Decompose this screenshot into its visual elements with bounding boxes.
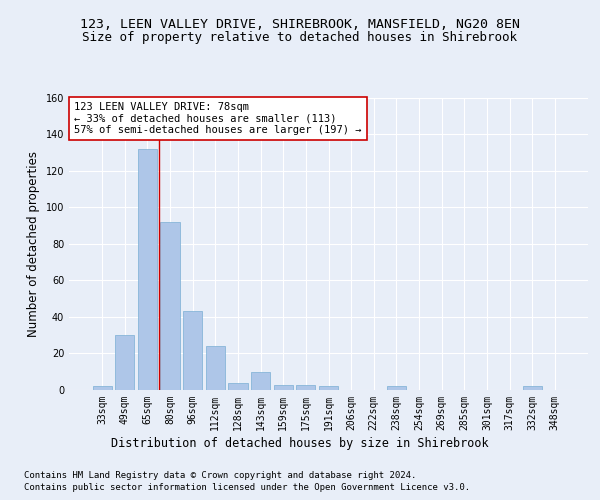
Bar (251, 372, 270, 390)
Text: Contains HM Land Registry data © Crown copyright and database right 2024.: Contains HM Land Registry data © Crown c… (24, 471, 416, 480)
Text: 123 LEEN VALLEY DRIVE: 78sqm
← 33% of detached houses are smaller (113)
57% of s: 123 LEEN VALLEY DRIVE: 78sqm ← 33% of de… (74, 102, 362, 135)
Bar (523, 386, 542, 390)
Bar (296, 384, 316, 390)
Bar (160, 222, 180, 390)
Bar (274, 384, 293, 390)
Bar (183, 312, 202, 390)
Bar (92, 386, 112, 390)
Bar (115, 335, 134, 390)
Bar (138, 148, 157, 390)
Text: Distribution of detached houses by size in Shirebrook: Distribution of detached houses by size … (111, 438, 489, 450)
Bar (229, 382, 248, 390)
Text: 123, LEEN VALLEY DRIVE, SHIREBROOK, MANSFIELD, NG20 8EN: 123, LEEN VALLEY DRIVE, SHIREBROOK, MANS… (80, 18, 520, 30)
Bar (206, 346, 225, 390)
Bar (319, 386, 338, 390)
Y-axis label: Number of detached properties: Number of detached properties (27, 151, 40, 337)
Text: Contains public sector information licensed under the Open Government Licence v3: Contains public sector information licen… (24, 484, 470, 492)
Bar (387, 386, 406, 390)
Text: Size of property relative to detached houses in Shirebrook: Size of property relative to detached ho… (83, 31, 517, 44)
